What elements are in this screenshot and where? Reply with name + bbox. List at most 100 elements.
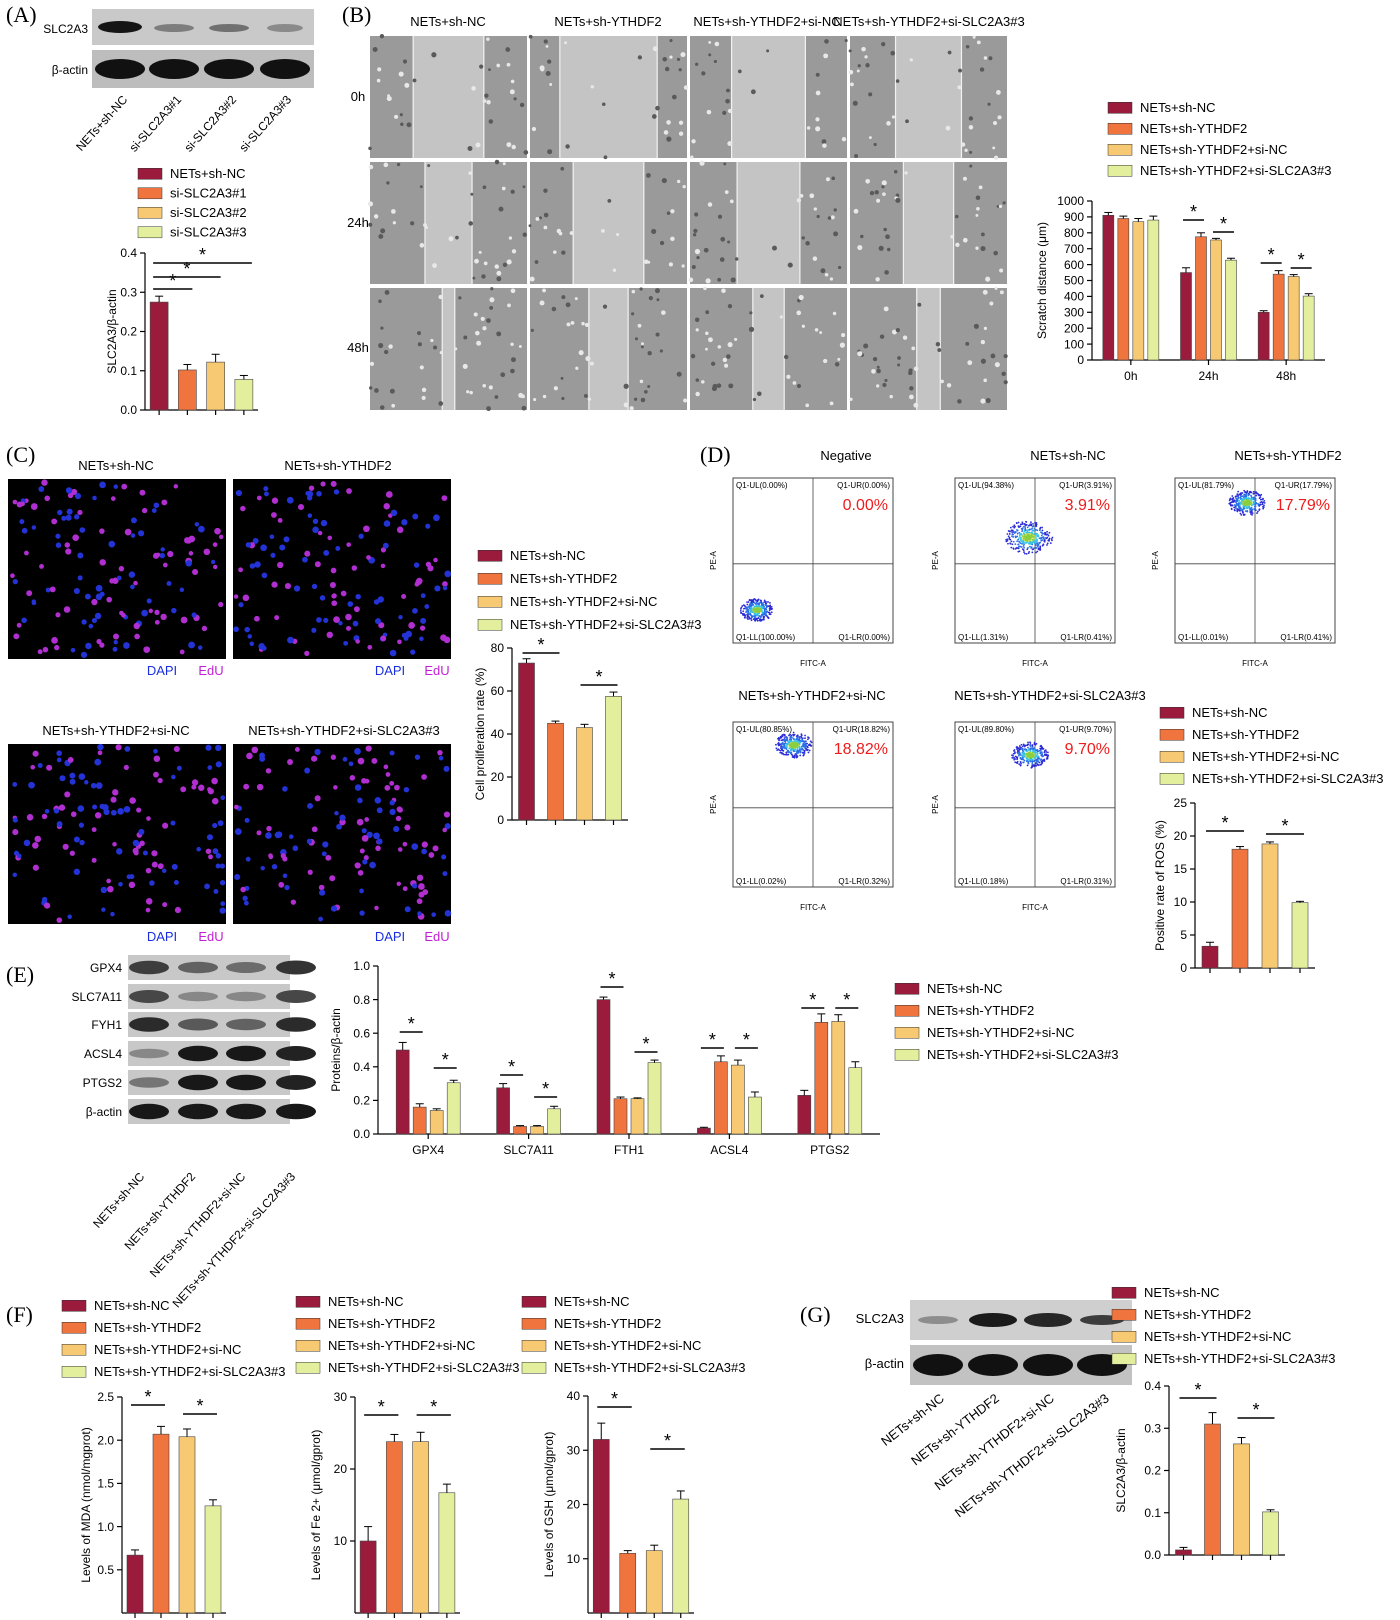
nucleus-mark — [112, 842, 117, 847]
bar — [178, 1436, 196, 1614]
event-dot — [740, 606, 743, 609]
event-dot — [1014, 761, 1017, 764]
nucleus-mark — [416, 577, 423, 585]
blot-label: ACSL4 — [84, 1047, 122, 1061]
cell-mark — [539, 300, 545, 306]
cell-mark — [561, 295, 566, 300]
event-dot — [1048, 537, 1051, 540]
nucleus-mark — [314, 748, 321, 756]
event-dot — [1041, 539, 1044, 542]
nucleus-mark — [416, 874, 424, 882]
cell-mark — [388, 344, 393, 349]
density-core — [788, 741, 800, 749]
event-dot — [1040, 753, 1043, 756]
blot-label: β-actin — [865, 1356, 904, 1371]
event-dot — [1252, 490, 1255, 493]
blot-band — [276, 960, 316, 975]
event-dot — [1259, 496, 1262, 499]
nucleus-mark — [304, 650, 310, 657]
cell-mark — [486, 37, 490, 41]
cell-mark — [496, 276, 502, 282]
event-dot — [747, 618, 749, 621]
cell-mark — [980, 339, 985, 345]
event-dot — [1023, 530, 1026, 533]
cell-mark — [427, 164, 431, 168]
y-tick-label: 60 — [491, 684, 505, 698]
nucleus-mark — [129, 797, 136, 804]
nucleus-mark — [240, 886, 246, 893]
event-dot — [794, 748, 797, 751]
cell-mark — [860, 234, 864, 239]
cell-mark — [705, 310, 710, 315]
quadrant-label: Q1-LL(0.18%) — [958, 877, 1009, 886]
cell-mark — [863, 343, 869, 349]
nucleus-mark — [207, 765, 213, 770]
nucleus-mark — [63, 606, 71, 613]
nucleus-mark — [394, 784, 400, 791]
event-dot — [1019, 764, 1022, 767]
scratch-gap — [903, 162, 954, 284]
nucleus-mark — [64, 542, 71, 548]
nucleus-mark — [12, 499, 18, 505]
event-dot — [778, 739, 780, 742]
nucleus-mark — [365, 745, 372, 752]
bar — [714, 1061, 728, 1135]
event-dot — [1037, 760, 1040, 762]
event-dot — [761, 607, 764, 610]
cell-mark — [869, 190, 875, 196]
nucleus-mark — [366, 555, 371, 560]
cell-mark — [530, 328, 534, 332]
nucleus-mark — [254, 561, 261, 568]
cell-mark — [844, 39, 848, 43]
significance-star: * — [542, 1079, 549, 1099]
cell-mark — [904, 171, 908, 175]
event-dot — [1012, 752, 1015, 755]
column-title: NETs+sh-YTHDF2+si-SLC2A3#3 — [833, 14, 1024, 29]
cell-mark — [421, 395, 426, 400]
nucleus-mark — [174, 906, 182, 914]
nucleus-mark — [109, 578, 115, 584]
cell-mark — [823, 358, 828, 364]
nucleus-mark — [58, 804, 66, 811]
x-tick-label: 0h — [1124, 369, 1137, 383]
nucleus-mark — [100, 886, 108, 894]
nucleus-mark — [404, 906, 411, 913]
quadrant-label: Q1-LR(0.31%) — [1060, 877, 1112, 886]
nucleus-mark — [77, 575, 83, 581]
event-dot — [779, 751, 782, 754]
event-dot — [1045, 751, 1048, 753]
cell-mark — [719, 257, 725, 262]
cell-mark — [533, 398, 537, 402]
scratch-gap — [573, 162, 644, 284]
nucleus-mark — [249, 563, 256, 569]
event-dot — [796, 737, 798, 740]
cell-mark — [985, 398, 991, 404]
cell-mark — [404, 82, 410, 88]
nucleus-mark — [269, 534, 275, 540]
quadrant-label: Q1-UR(9.70%) — [1059, 725, 1112, 734]
cell-mark — [669, 38, 673, 43]
nucleus-mark — [138, 828, 145, 835]
cell-mark — [876, 365, 880, 369]
event-dot — [1029, 545, 1031, 548]
event-dot — [757, 617, 760, 620]
cell-mark — [691, 264, 696, 269]
nucleus-mark — [212, 542, 218, 547]
cell-mark — [993, 155, 999, 160]
event-dot — [1044, 749, 1047, 751]
legend-label: NETs+sh-NC — [1192, 705, 1268, 720]
nucleus-mark — [361, 778, 367, 784]
scratch-gap — [588, 288, 629, 410]
cell-mark — [868, 92, 873, 97]
nucleus-mark — [421, 774, 427, 780]
blot-band — [178, 1103, 218, 1120]
event-dot — [799, 754, 802, 757]
cell-mark — [433, 345, 438, 350]
event-dot — [809, 744, 812, 747]
event-dot — [1040, 534, 1043, 537]
event-dot — [764, 601, 767, 604]
legend-swatch — [894, 983, 920, 995]
cell-mark — [854, 153, 859, 158]
event-dot — [789, 752, 792, 755]
blot-band — [226, 1018, 266, 1031]
